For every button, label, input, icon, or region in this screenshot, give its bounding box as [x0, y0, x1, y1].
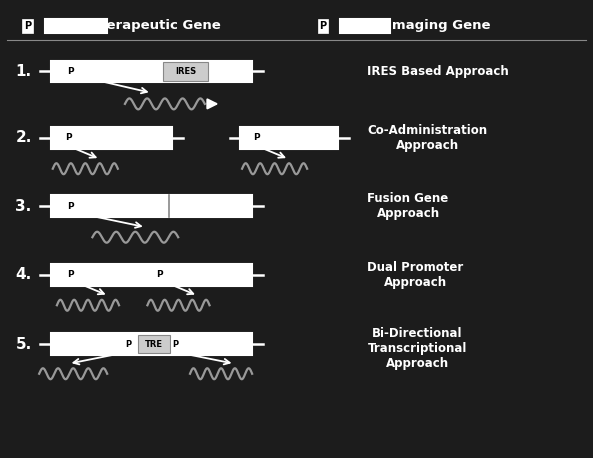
- Bar: [51, 264, 252, 286]
- Bar: [51, 195, 252, 217]
- Text: Dual Promoter
Approach: Dual Promoter Approach: [368, 261, 464, 289]
- Bar: [138, 335, 170, 353]
- Text: Co-Administration
Approach: Co-Administration Approach: [368, 124, 487, 152]
- Text: 4.: 4.: [15, 267, 32, 282]
- Text: P: P: [67, 67, 74, 76]
- Text: P: P: [65, 133, 72, 142]
- Text: P: P: [172, 339, 178, 349]
- Text: IRES: IRES: [175, 67, 196, 76]
- Text: P: P: [24, 21, 31, 31]
- Text: P: P: [156, 270, 162, 279]
- Text: 3.: 3.: [15, 199, 32, 214]
- Text: Bi-Directional
Transcriptional
Approach: Bi-Directional Transcriptional Approach: [368, 327, 467, 370]
- Bar: [51, 60, 252, 82]
- Bar: [340, 18, 390, 33]
- Text: 2.: 2.: [15, 130, 32, 145]
- Bar: [164, 62, 208, 81]
- Bar: [51, 333, 252, 355]
- Text: P: P: [67, 202, 74, 211]
- Text: P: P: [67, 270, 74, 279]
- Text: P: P: [320, 21, 327, 31]
- Text: Imaging Gene: Imaging Gene: [387, 19, 490, 33]
- Text: 5.: 5.: [15, 337, 32, 352]
- Text: P: P: [125, 339, 131, 349]
- Text: TRE: TRE: [145, 339, 163, 349]
- Text: 1.: 1.: [15, 64, 31, 79]
- Bar: [45, 18, 107, 33]
- Text: Fusion Gene
Approach: Fusion Gene Approach: [368, 192, 449, 220]
- Text: P: P: [253, 133, 260, 142]
- Bar: [240, 127, 338, 149]
- Text: Therapeutic Gene: Therapeutic Gene: [88, 19, 221, 33]
- Text: IRES Based Approach: IRES Based Approach: [368, 65, 509, 78]
- Bar: [51, 127, 172, 149]
